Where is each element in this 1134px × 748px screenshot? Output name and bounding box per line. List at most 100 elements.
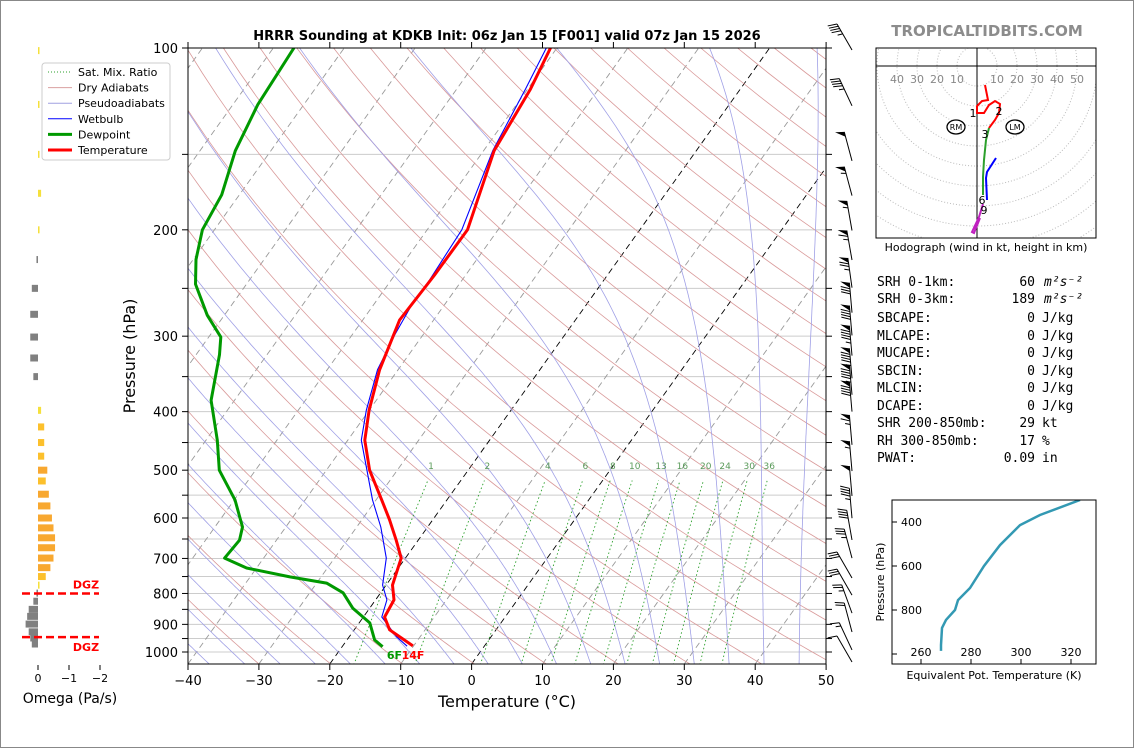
wind-barb bbox=[840, 304, 853, 336]
omega-tick-label: 0 bbox=[35, 672, 42, 685]
stat-unit: in bbox=[1042, 451, 1058, 466]
y-tick-label: 200 bbox=[153, 224, 178, 239]
theta-e-panel: 260 280 300 320 400 600 800 bbox=[891, 499, 1097, 665]
mixing-ratio-line bbox=[574, 480, 633, 664]
barb-flag bbox=[835, 166, 846, 172]
barb-staff bbox=[838, 78, 853, 107]
barb-staff bbox=[843, 131, 853, 161]
stat-unit: J/kg bbox=[1042, 346, 1073, 361]
stat-label: SBCIN: bbox=[877, 364, 924, 379]
mixing-ratio-line bbox=[651, 480, 704, 664]
barb-full bbox=[829, 622, 840, 625]
mixing-ratio-line bbox=[603, 480, 660, 664]
wind-barb bbox=[837, 508, 853, 541]
pseudoadiabat bbox=[215, 48, 626, 664]
dry-adiabat bbox=[480, 48, 826, 335]
stat-value: 0 bbox=[1027, 346, 1035, 361]
stat-row: SHR 200-850mb: 29 kt bbox=[877, 416, 1058, 431]
stat-label: RH 300-850mb: bbox=[877, 434, 979, 449]
stat-row: SRH 0-1km: 60 m²s⁻² bbox=[877, 275, 1083, 290]
barb-full bbox=[840, 288, 851, 292]
dry-adiabat bbox=[369, 48, 826, 436]
mixing-ratio-line bbox=[721, 480, 768, 664]
barb-full bbox=[840, 385, 851, 389]
omega-bar bbox=[38, 554, 54, 562]
stat-value: 29 bbox=[1019, 416, 1035, 431]
theta-e-y-label: Pressure (hPa) bbox=[874, 543, 887, 622]
omega-bar bbox=[38, 564, 51, 572]
storm-motion-label: LM bbox=[1009, 123, 1020, 132]
stat-row: SBCIN: 0 J/kg bbox=[877, 364, 1073, 379]
wind-barb bbox=[840, 464, 853, 497]
legend-label: Wetbulb bbox=[78, 113, 123, 126]
stat-row: PWAT: 0.09 in bbox=[877, 451, 1058, 466]
barb-full bbox=[841, 336, 851, 340]
dry-adiabat bbox=[188, 289, 619, 664]
stat-value: 0 bbox=[1027, 329, 1035, 344]
theta-e-x-tick-label: 260 bbox=[911, 646, 932, 659]
stat-row: MUCAPE: 0 J/kg bbox=[877, 346, 1073, 361]
mixing-ratio-line bbox=[626, 480, 681, 664]
barb-flag bbox=[840, 304, 850, 311]
pseudoadiabat bbox=[299, 48, 661, 664]
barb-half bbox=[844, 446, 851, 449]
barb-full bbox=[840, 308, 851, 313]
pseudoadiabat bbox=[188, 608, 246, 664]
barb-full bbox=[841, 390, 851, 394]
x-tick-label: 40 bbox=[747, 674, 764, 689]
stat-value: 0.09 bbox=[1004, 451, 1035, 466]
barb-full bbox=[840, 368, 851, 372]
y-tick-label: 100 bbox=[153, 42, 178, 57]
barb-full bbox=[841, 392, 851, 396]
x-tick-label: −30 bbox=[245, 674, 272, 689]
wind-barb bbox=[840, 324, 853, 356]
barb-staff bbox=[836, 23, 853, 51]
y-tick-label: 700 bbox=[153, 552, 178, 567]
stat-value: 60 bbox=[1019, 275, 1035, 290]
hodograph-trace bbox=[976, 84, 1002, 129]
barb-half bbox=[843, 238, 849, 241]
wind-barb bbox=[840, 440, 853, 472]
pseudoadiabat bbox=[188, 422, 421, 664]
stat-label: MLCIN: bbox=[877, 381, 924, 396]
barb-full bbox=[841, 334, 851, 338]
barb-half bbox=[845, 498, 851, 501]
dry-adiabat bbox=[223, 48, 826, 582]
barb-full bbox=[840, 354, 851, 358]
wind-barb bbox=[835, 166, 853, 196]
hodograph-height-label: 3 bbox=[982, 128, 989, 141]
pseudoadiabat bbox=[188, 326, 489, 664]
stat-unit: J/kg bbox=[1042, 381, 1073, 396]
omega-bar bbox=[31, 284, 38, 292]
omega-bar bbox=[28, 605, 38, 613]
isotherm bbox=[188, 48, 274, 169]
legend: Sat. Mix. Ratio Dry Adiabats Pseudoadiabat… bbox=[41, 62, 171, 161]
temperature-profile bbox=[363, 48, 552, 648]
y-axis-label: Pressure (hPa) bbox=[120, 299, 139, 414]
omega-bar bbox=[38, 524, 54, 532]
barb-full bbox=[838, 234, 848, 237]
legend-label: Pseudoadiabats bbox=[78, 97, 165, 110]
hodograph-trace bbox=[982, 127, 990, 195]
wind-barb bbox=[834, 601, 853, 633]
omega-bar bbox=[36, 256, 38, 264]
barb-full bbox=[830, 573, 840, 577]
barb-staff bbox=[846, 200, 853, 231]
isotherm bbox=[188, 48, 629, 664]
stat-label: SRH 0-1km: bbox=[877, 275, 955, 290]
barb-flag bbox=[840, 440, 850, 447]
wind-barb bbox=[840, 363, 853, 395]
barb-flag bbox=[840, 281, 850, 288]
stat-row: SRH 0-3km: 189 m²s⁻² bbox=[877, 292, 1083, 307]
barb-staff bbox=[836, 635, 853, 663]
hodograph-frame bbox=[875, 47, 1097, 239]
barb-half bbox=[837, 33, 843, 36]
omega-bar bbox=[30, 354, 38, 362]
x-tick-label: −20 bbox=[316, 674, 343, 689]
barb-full bbox=[841, 356, 851, 360]
mixing-ratio-label: 30 bbox=[744, 462, 756, 472]
barb-full bbox=[827, 635, 838, 639]
mixing-ratio-label: 16 bbox=[677, 462, 689, 472]
theta-e-y-tick-label: 400 bbox=[901, 516, 922, 529]
